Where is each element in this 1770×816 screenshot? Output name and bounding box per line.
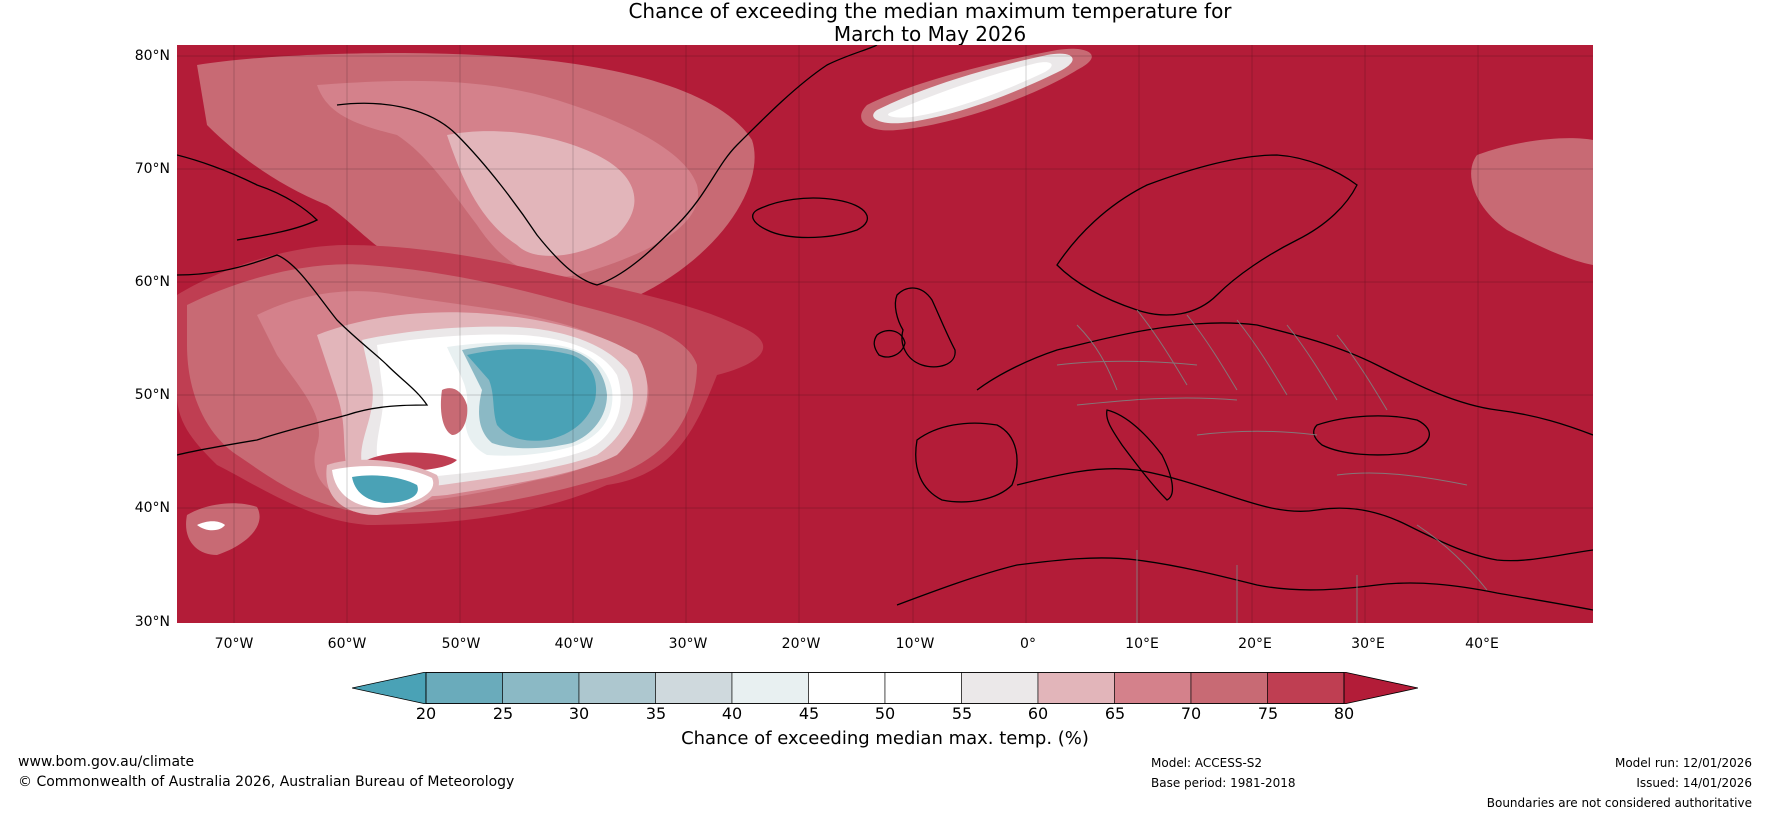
colorbar-segment <box>578 672 656 704</box>
colorbar-tick-30: 30 <box>568 704 590 723</box>
colorbar-tick-35: 35 <box>645 704 667 723</box>
colorbar-over-arrow <box>1343 672 1418 704</box>
mediterranean-coast <box>1016 468 1593 562</box>
probability-map <box>177 45 1593 623</box>
atlantic-core-20 <box>467 349 597 441</box>
lon-tick-40e: 40°E <box>1465 636 1499 652</box>
lon-tick-30e: 30°E <box>1351 636 1385 652</box>
colorbar-frame <box>425 672 1345 704</box>
lon-tick-0: 0° <box>1020 636 1036 652</box>
colorbar-segment <box>884 672 962 704</box>
colorbar-tick-50: 50 <box>874 704 896 723</box>
footer-model-run: Model run: 12/01/2026 <box>1614 756 1752 770</box>
colorbar-tick-70: 70 <box>1180 704 1202 723</box>
continent-coast <box>976 322 1593 436</box>
black-sea-coast <box>1313 415 1430 456</box>
baffin-coast <box>177 154 319 241</box>
footer-issued: Issued: 14/01/2026 <box>1636 776 1752 790</box>
lat-tick-80: 80°N <box>134 48 170 64</box>
coastlines <box>177 45 1593 611</box>
iceland-coast <box>752 197 869 239</box>
footer-model: Model: ACCESS-S2 <box>1151 756 1263 770</box>
south-west-blob <box>186 503 260 555</box>
map-canvas <box>177 45 1593 623</box>
lon-tick-30w: 30°W <box>668 636 708 652</box>
lat-tick-40: 40°N <box>134 500 170 516</box>
lat-tick-60: 60°N <box>134 274 170 290</box>
lat-tick-70: 70°N <box>134 161 170 177</box>
colorbar-segment <box>1267 672 1345 704</box>
lon-tick-70w: 70°W <box>214 636 254 652</box>
colorbar-segments <box>425 672 1345 704</box>
title-line-2: March to May 2026 <box>833 22 1027 46</box>
colorbar-segment <box>1037 672 1115 704</box>
colorbar-tick-65: 65 <box>1104 704 1126 723</box>
colorbar-segment <box>655 672 733 704</box>
colorbar-tick-75: 75 <box>1257 704 1279 723</box>
footer-copyright: © Commonwealth of Australia 2026, Austra… <box>18 774 515 790</box>
east-arctic-band <box>1471 138 1593 265</box>
colorbar <box>352 672 1418 704</box>
colorbar-tick-60: 60 <box>1027 704 1049 723</box>
lon-tick-60w: 60°W <box>327 636 367 652</box>
lon-tick-40w: 40°W <box>554 636 594 652</box>
scandinavia-coast <box>1056 154 1358 316</box>
britain-coast <box>894 287 956 368</box>
italy-coast <box>1106 409 1174 501</box>
national-borders <box>1056 309 1488 623</box>
footer-website: www.bom.gov.au/climate <box>18 754 195 770</box>
colorbar-tick-45: 45 <box>798 704 820 723</box>
title-line-1: Chance of exceeding the median maximum t… <box>628 0 1232 23</box>
colorbar-segment <box>425 672 503 704</box>
west-small-white <box>197 521 225 531</box>
lon-tick-50w: 50°W <box>441 636 481 652</box>
map-title: Chance of exceeding the median maximum t… <box>0 0 1770 46</box>
colorbar-segment <box>961 672 1039 704</box>
colorbar-tick-20: 20 <box>415 704 437 723</box>
colorbar-segment <box>731 672 809 704</box>
south-pool-20 <box>352 475 418 503</box>
colorbar-segment <box>1190 672 1268 704</box>
footer-base-period: Base period: 1981-2018 <box>1151 776 1296 790</box>
colorbar-tick-40: 40 <box>721 704 743 723</box>
colorbar-tick-25: 25 <box>492 704 514 723</box>
colorbar-segment <box>502 672 580 704</box>
lon-tick-20w: 20°W <box>781 636 821 652</box>
colorbar-tick-80: 80 <box>1333 704 1355 723</box>
colorbar-segment <box>808 672 886 704</box>
lon-tick-10e: 10°E <box>1125 636 1159 652</box>
colorbar-under-arrow <box>352 672 427 704</box>
greenland-coast <box>336 45 878 286</box>
labrador-coast <box>177 254 429 456</box>
lon-tick-20e: 20°E <box>1238 636 1272 652</box>
arctic-streak-50 <box>888 62 1052 118</box>
footer-disclaimer: Boundaries are not considered authoritat… <box>1486 796 1752 810</box>
colorbar-tick-55: 55 <box>951 704 973 723</box>
africa-coast <box>896 557 1593 611</box>
gridlines <box>177 45 1593 623</box>
colorbar-label: Chance of exceeding median max. temp. (%… <box>681 728 1089 749</box>
lon-tick-10w: 10°W <box>895 636 935 652</box>
lat-tick-50: 50°N <box>134 387 170 403</box>
atlantic-warm-pocket <box>440 388 468 435</box>
ireland-coast <box>873 329 906 358</box>
colorbar-segment <box>1114 672 1192 704</box>
shade-band-60 <box>447 131 635 256</box>
iberia-coast <box>915 422 1018 503</box>
lat-tick-30: 30°N <box>134 614 170 630</box>
